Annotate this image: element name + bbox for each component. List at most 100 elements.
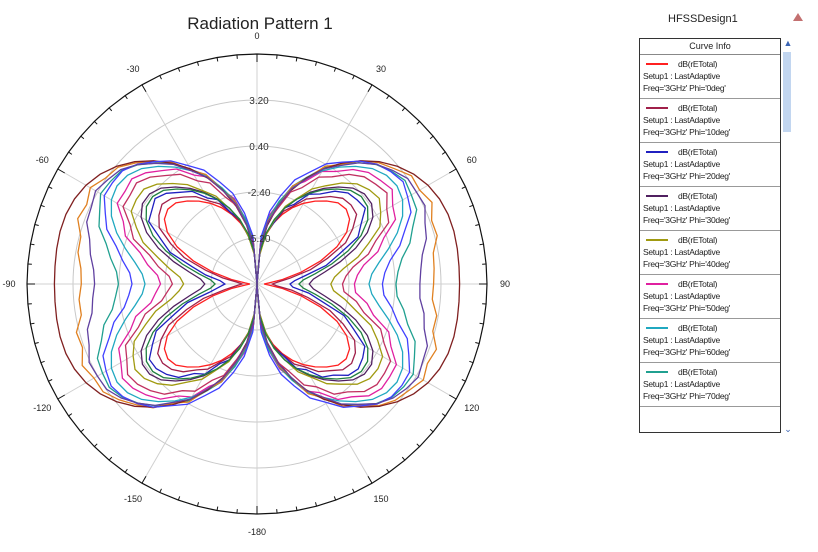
legend-setup: Setup1 : LastAdaptive xyxy=(643,334,780,346)
angle-tick xyxy=(160,489,162,493)
angle-tick xyxy=(469,361,473,362)
legend-params: Freq='3GHz' Phi='0deg' xyxy=(643,82,780,94)
angle-tick xyxy=(197,62,198,66)
angle-label: -30 xyxy=(126,64,139,74)
angle-tick xyxy=(49,187,53,189)
legend-swatch xyxy=(646,151,668,153)
polar-axes: 0306090120150-180-150-120-90-60-303.200.… xyxy=(0,0,520,547)
angle-tick xyxy=(81,136,84,139)
legend-swatch xyxy=(646,327,668,329)
angle-tick xyxy=(49,380,53,382)
angle-tick xyxy=(480,323,484,324)
legend-expr: dB(rETotal) xyxy=(678,102,717,114)
angle-tick xyxy=(69,414,72,416)
angle-tick xyxy=(142,85,146,92)
legend-params: Freq='3GHz' Phi='40deg' xyxy=(643,258,780,270)
angle-tick xyxy=(217,507,218,511)
scroll-down-icon[interactable]: ⌄ xyxy=(783,424,793,434)
angle-tick xyxy=(387,96,389,99)
angle-label: -120 xyxy=(33,403,51,413)
angle-tick xyxy=(41,205,45,206)
angle-tick xyxy=(353,489,355,493)
angle-tick xyxy=(35,342,39,343)
angle-tick xyxy=(125,469,127,472)
legend-swatch xyxy=(646,283,668,285)
legend-panel: Curve Info dB(rETotal)Setup1 : LastAdapt… xyxy=(639,38,781,433)
angle-tick xyxy=(35,224,39,225)
angle-tick xyxy=(315,62,316,66)
angle-tick xyxy=(417,121,420,124)
scroll-thumb[interactable] xyxy=(783,52,791,132)
scroll-up-icon[interactable]: ▲ xyxy=(783,38,793,48)
legend-params: Freq='3GHz' Phi='70deg' xyxy=(643,390,780,402)
legend-header: Curve Info xyxy=(640,39,780,55)
legend-expr: dB(rETotal) xyxy=(678,366,717,378)
radial-label: -2.40 xyxy=(248,188,271,199)
legend-setup: Setup1 : LastAdaptive xyxy=(643,202,780,214)
legend-expr: dB(rETotal) xyxy=(678,322,717,334)
angle-tick xyxy=(417,444,420,447)
angle-tick xyxy=(462,187,466,189)
collapse-arrow-icon[interactable] xyxy=(793,13,803,21)
angle-tick xyxy=(368,85,372,92)
angle-tick xyxy=(353,76,355,80)
angle-tick xyxy=(402,457,405,460)
legend-setup: Setup1 : LastAdaptive xyxy=(643,246,780,258)
angle-tick xyxy=(480,244,484,245)
angle-tick xyxy=(449,395,456,399)
angle-tick xyxy=(178,68,179,72)
legend-swatch xyxy=(646,371,668,373)
legend-swatch xyxy=(646,195,668,197)
legend-expr: dB(rETotal) xyxy=(678,278,717,290)
angle-tick xyxy=(334,68,335,72)
legend-expr: dB(rETotal) xyxy=(678,58,717,70)
angle-label: -180 xyxy=(248,527,266,537)
angle-label: 90 xyxy=(500,279,510,289)
angle-tick xyxy=(430,136,433,139)
legend-swatch xyxy=(646,107,668,109)
legend-expr: dB(rETotal) xyxy=(678,234,717,246)
angle-tick xyxy=(94,444,97,447)
angle-tick xyxy=(462,380,466,382)
angle-label: 30 xyxy=(376,64,386,74)
legend-setup: Setup1 : LastAdaptive xyxy=(643,70,780,82)
angle-tick xyxy=(58,169,65,173)
angle-label: 60 xyxy=(467,155,477,165)
legend-expr: dB(rETotal) xyxy=(678,146,717,158)
angle-tick xyxy=(442,414,445,416)
angle-tick xyxy=(334,496,335,500)
legend-scrollbar[interactable]: ▲ ⌄ xyxy=(781,38,795,431)
angle-tick xyxy=(160,76,162,80)
angle-tick xyxy=(30,244,34,245)
angle-tick xyxy=(217,57,218,61)
legend-setup: Setup1 : LastAdaptive xyxy=(643,158,780,170)
radial-label: 3.20 xyxy=(249,96,269,107)
angle-tick xyxy=(368,476,372,483)
legend-params: Freq='3GHz' Phi='60deg' xyxy=(643,346,780,358)
angle-tick xyxy=(109,108,112,111)
grid-spoke xyxy=(257,169,456,284)
legend-expr: dB(rETotal) xyxy=(678,190,717,202)
angle-tick xyxy=(315,502,316,506)
angle-tick xyxy=(94,121,97,124)
angle-tick xyxy=(30,323,34,324)
angle-tick xyxy=(430,429,433,432)
angle-tick xyxy=(69,152,72,154)
legend-setup: Setup1 : LastAdaptive xyxy=(643,114,780,126)
angle-label: -90 xyxy=(2,279,15,289)
angle-tick xyxy=(296,507,297,511)
angle-tick xyxy=(41,361,45,362)
legend-swatch xyxy=(646,239,668,241)
angle-tick xyxy=(475,342,479,343)
angle-tick xyxy=(469,205,473,206)
angle-tick xyxy=(449,169,456,173)
